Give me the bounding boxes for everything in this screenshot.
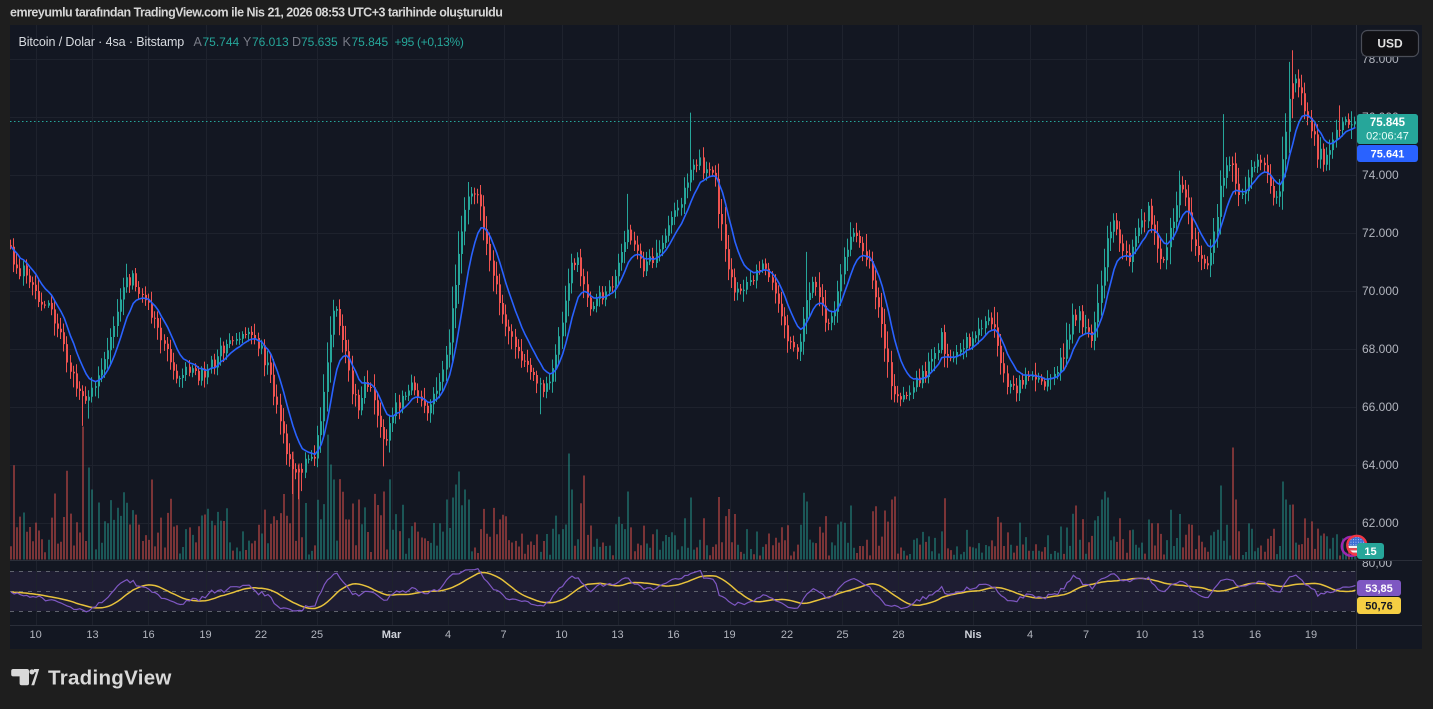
svg-text:Bitcoin / Dolar · 4sa · Bitsta: Bitcoin / Dolar · 4sa · Bitstamp	[19, 35, 185, 49]
svg-text:75.845: 75.845	[352, 35, 389, 49]
svg-text:16: 16	[1249, 629, 1261, 641]
svg-text:68.000: 68.000	[1362, 342, 1399, 356]
svg-text:16: 16	[142, 629, 154, 641]
svg-text:28: 28	[892, 629, 904, 641]
svg-text:64.000: 64.000	[1362, 458, 1399, 472]
svg-text:7: 7	[500, 629, 506, 641]
svg-text:15: 15	[1364, 546, 1376, 558]
svg-text:13: 13	[1192, 629, 1204, 641]
svg-text:4: 4	[1027, 629, 1033, 641]
svg-text:19: 19	[199, 629, 211, 641]
svg-text:62.000: 62.000	[1362, 516, 1399, 530]
svg-text:Y: Y	[243, 35, 252, 49]
svg-text:72.000: 72.000	[1362, 226, 1399, 240]
svg-text:19: 19	[723, 629, 735, 641]
svg-text:02:06:47: 02:06:47	[1366, 131, 1409, 143]
svg-text:80,00: 80,00	[1362, 556, 1392, 570]
svg-text:19: 19	[1305, 629, 1317, 641]
svg-text:emreyumlu tarafından TradingVi: emreyumlu tarafından TradingView.com ile…	[10, 6, 502, 20]
svg-text:10: 10	[1136, 629, 1148, 641]
svg-text:13: 13	[611, 629, 623, 641]
svg-text:K: K	[343, 35, 352, 49]
svg-text:13: 13	[86, 629, 98, 641]
svg-text:50,76: 50,76	[1365, 601, 1393, 613]
svg-text:53,85: 53,85	[1365, 583, 1393, 595]
svg-text:7: 7	[1083, 629, 1089, 641]
svg-text:75.744: 75.744	[203, 35, 240, 49]
svg-text:75.635: 75.635	[301, 35, 338, 49]
svg-text:Mar: Mar	[382, 629, 402, 641]
svg-text:70.000: 70.000	[1362, 284, 1399, 298]
svg-text:22: 22	[781, 629, 793, 641]
svg-text:A: A	[194, 35, 203, 49]
svg-text:D: D	[292, 35, 301, 49]
svg-text:75.641: 75.641	[1371, 149, 1405, 161]
svg-text:25: 25	[311, 629, 323, 641]
svg-text:USD: USD	[1377, 37, 1403, 51]
svg-text:75.845: 75.845	[1370, 117, 1406, 129]
svg-text:TradingView: TradingView	[48, 667, 172, 690]
svg-text:22: 22	[255, 629, 267, 641]
svg-text:76.013: 76.013	[252, 35, 289, 49]
svg-text:16: 16	[667, 629, 679, 641]
svg-text:10: 10	[555, 629, 567, 641]
svg-text:66.000: 66.000	[1362, 400, 1399, 414]
svg-text:25: 25	[836, 629, 848, 641]
svg-text:74.000: 74.000	[1362, 168, 1399, 182]
svg-text:10: 10	[29, 629, 41, 641]
svg-text:Nis: Nis	[964, 629, 981, 641]
svg-text:4: 4	[445, 629, 451, 641]
svg-text:+95 (+0,13%): +95 (+0,13%)	[395, 35, 464, 49]
